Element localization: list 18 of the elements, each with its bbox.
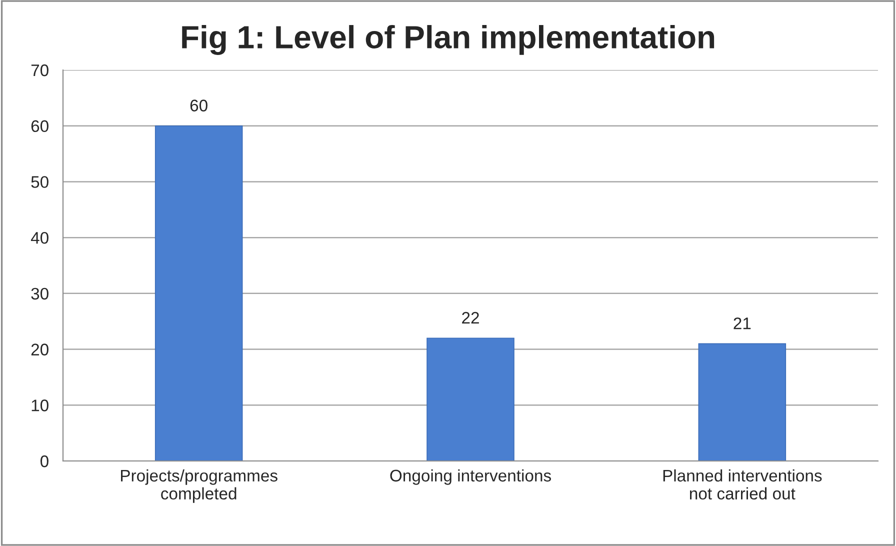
- y-tick-label: 20: [31, 344, 48, 356]
- x-tick-label: Projects/programmes completed: [121, 469, 278, 503]
- y-tick-label: 70: [31, 64, 48, 76]
- bar: [154, 125, 243, 461]
- data-label: 22: [462, 312, 479, 324]
- bar: [698, 343, 786, 461]
- x-tick-label: Ongoing interventions: [390, 469, 551, 485]
- y-tick-label: 10: [32, 400, 48, 412]
- y-tick-label: 0: [40, 455, 48, 468]
- data-label: 21: [734, 317, 751, 330]
- y-tick-label: 60: [31, 120, 48, 132]
- data-label: 60: [190, 100, 208, 112]
- x-tick-label: Planned interventions not carried out: [663, 469, 822, 500]
- y-tick-label: 50: [31, 176, 48, 188]
- bar: [426, 338, 514, 461]
- y-tick-label: 30: [31, 288, 48, 300]
- y-tick-label: 40: [30, 232, 48, 244]
- chart-title: Fig 1: Level of Plan implementation: [182, 25, 714, 55]
